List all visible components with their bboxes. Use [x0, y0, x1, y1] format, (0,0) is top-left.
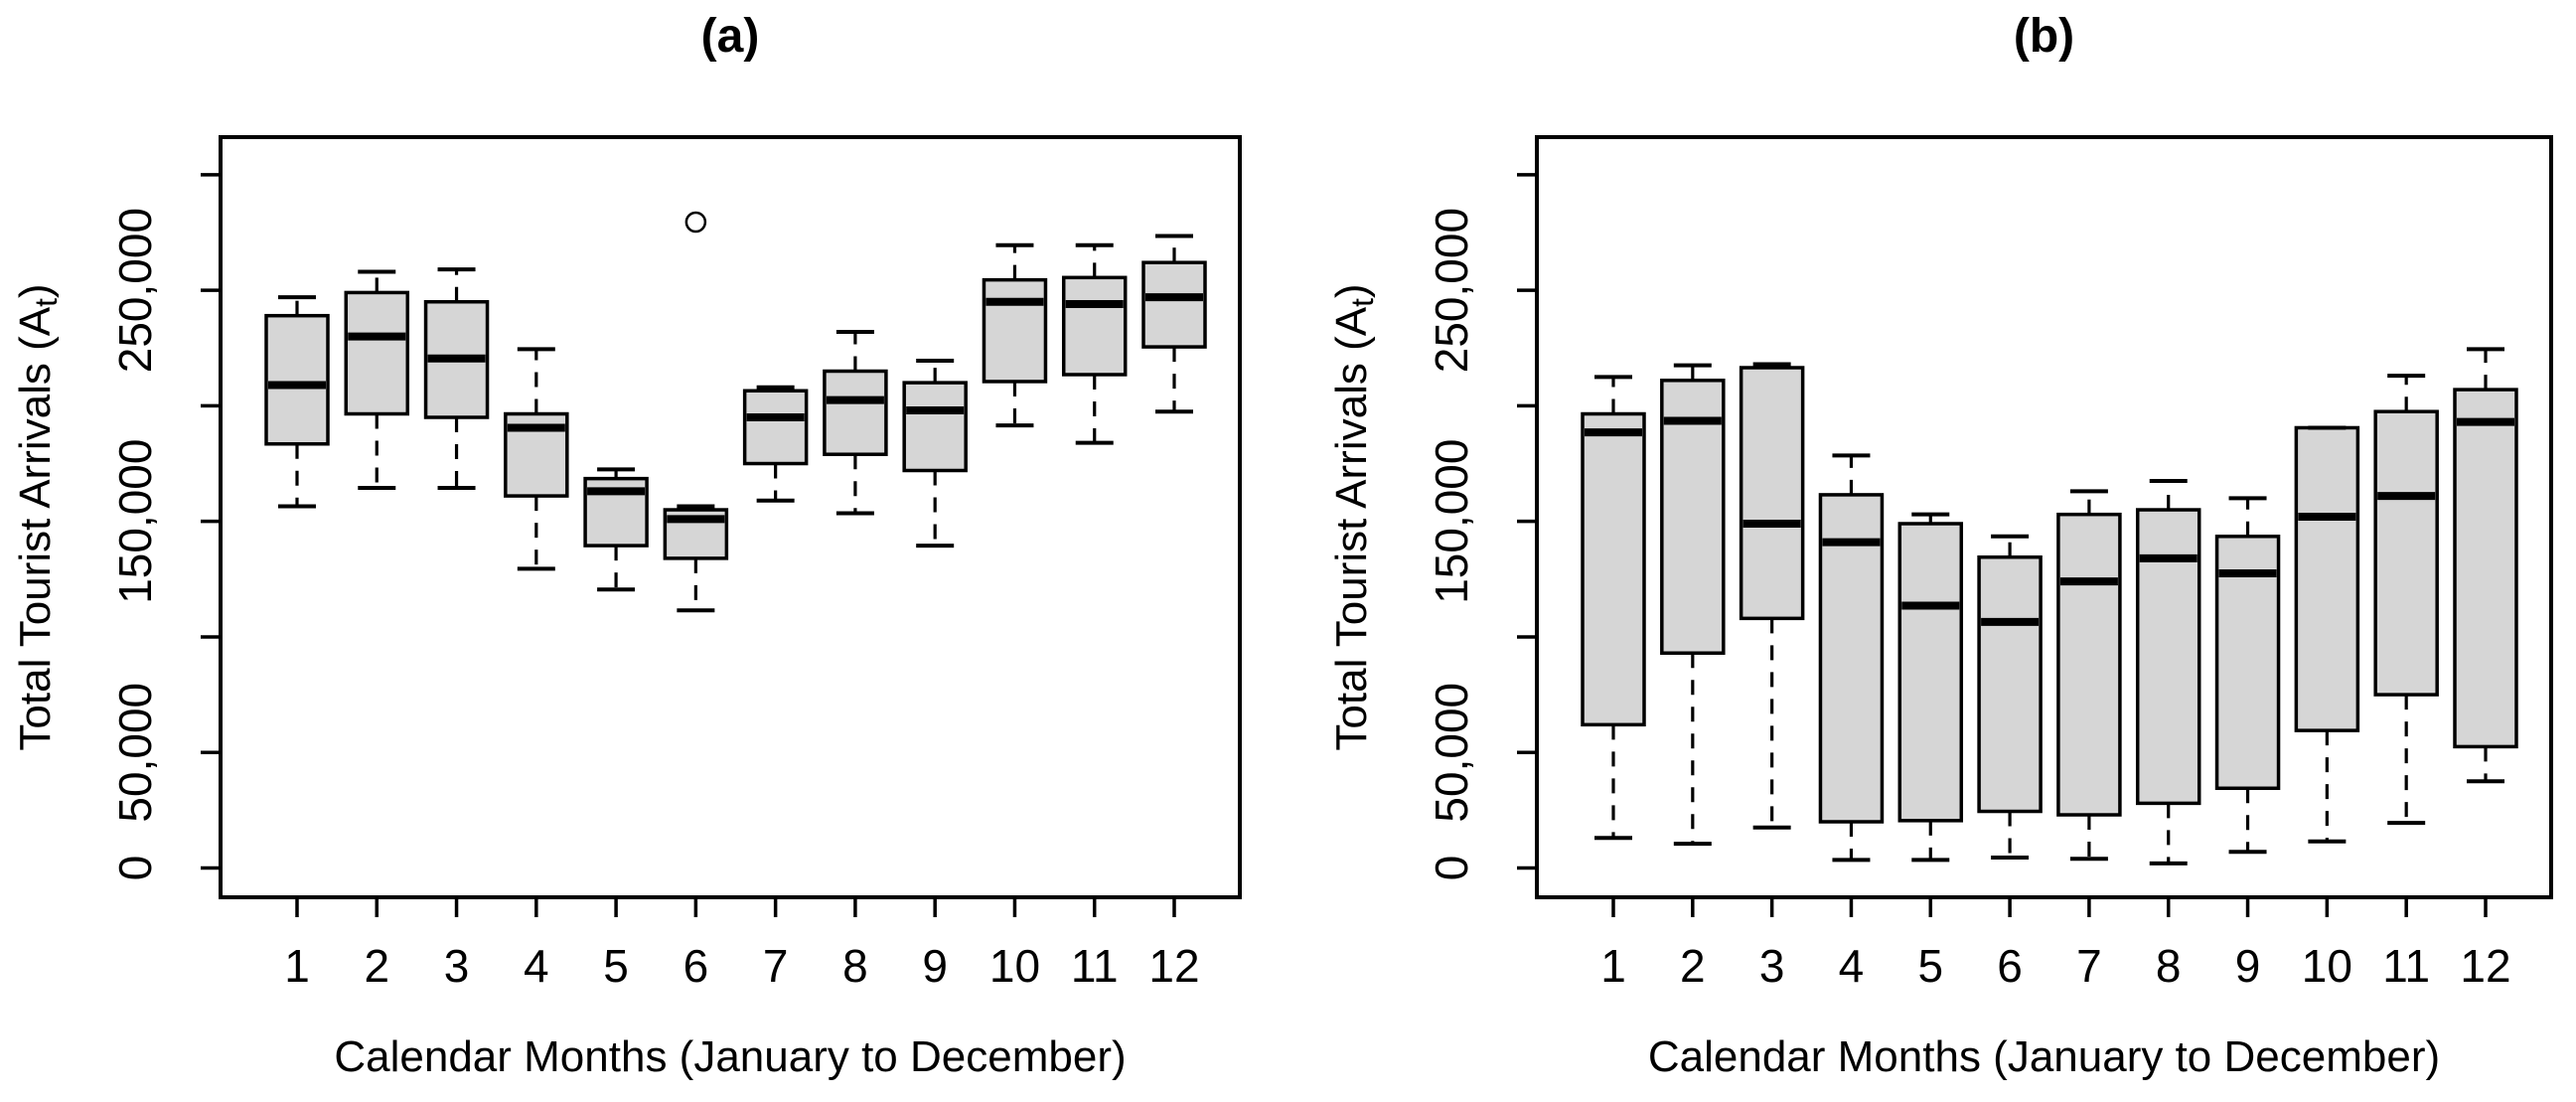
x-tick-label: 6 [683, 940, 709, 992]
y-tick-label: 150,000 [109, 439, 161, 604]
iqr-box [1141, 260, 1207, 349]
y-tick-label: 0 [109, 856, 161, 881]
iqr-box [823, 369, 888, 456]
y-axis-title-text: Total Tourist Arrivals (A [1327, 306, 1376, 750]
iqr-box [1897, 522, 1964, 823]
x-tick-label: 4 [1839, 940, 1865, 992]
y-tick-label: 50,000 [1426, 683, 1477, 823]
y-axis-title-subscript: t [28, 298, 64, 307]
y-tick-label: 150,000 [1426, 439, 1477, 604]
iqr-box [1061, 275, 1128, 377]
y-tick-label: 50,000 [109, 683, 161, 823]
y-axis-title-close: ) [11, 283, 60, 298]
x-tick-label: 9 [2235, 940, 2261, 992]
iqr-box [1977, 554, 2043, 814]
x-tick-label: 7 [2076, 940, 2102, 992]
y-tick-label: 250,000 [109, 208, 161, 373]
x-tick-label: 4 [524, 940, 549, 992]
iqr-box [2214, 535, 2281, 791]
y-tick-label: 0 [1426, 856, 1477, 881]
y-axis-title: Total Tourist Arrivals (At) [1327, 283, 1380, 750]
x-tick-label: 12 [2460, 940, 2510, 992]
x-tick-label: 9 [922, 940, 948, 992]
x-tick-label: 5 [603, 940, 629, 992]
x-tick-label: 12 [1148, 940, 1199, 992]
panel-title: (a) [701, 10, 760, 63]
y-axis-title-text: Total Tourist Arrivals (A [11, 306, 60, 750]
x-axis-title: Calendar Months (January to December) [334, 1032, 1126, 1081]
x-tick-label: 2 [1680, 940, 1706, 992]
x-tick-label: 2 [364, 940, 389, 992]
x-tick-label: 11 [2382, 940, 2430, 992]
iqr-box [264, 313, 330, 446]
iqr-box [344, 290, 410, 416]
iqr-box [742, 389, 809, 466]
x-tick-label: 8 [842, 940, 868, 992]
y-tick-label: 250,000 [1426, 208, 1477, 373]
x-tick-label: 1 [284, 940, 310, 992]
iqr-box [1581, 411, 1646, 727]
outlier-point [684, 211, 707, 234]
iqr-box [1818, 493, 1885, 824]
plot-border [1535, 135, 2553, 899]
x-axis-title: Calendar Months (January to December) [1648, 1032, 2440, 1081]
x-tick-label: 5 [1917, 940, 1943, 992]
iqr-box [2294, 425, 2360, 732]
iqr-box [902, 381, 968, 473]
iqr-box [2135, 508, 2201, 806]
iqr-box [982, 277, 1048, 384]
iqr-box [2453, 388, 2518, 749]
iqr-box [1739, 366, 1805, 621]
iqr-box [1660, 379, 1726, 655]
x-tick-label: 3 [444, 940, 470, 992]
y-axis-title-close: ) [1327, 283, 1376, 298]
iqr-box [2373, 409, 2439, 697]
panel-title: (b) [2014, 10, 2074, 63]
y-axis-title-subscript: t [1344, 298, 1380, 307]
x-tick-label: 10 [2302, 940, 2352, 992]
x-tick-label: 8 [2156, 940, 2182, 992]
x-tick-label: 3 [1759, 940, 1785, 992]
x-tick-label: 10 [989, 940, 1040, 992]
iqr-box [2056, 512, 2122, 817]
plot-border [219, 135, 1242, 899]
x-tick-label: 6 [1997, 940, 2023, 992]
y-axis-title: Total Tourist Arrivals (At) [11, 283, 64, 750]
x-tick-label: 11 [1071, 940, 1119, 992]
x-tick-label: 7 [763, 940, 789, 992]
x-tick-label: 1 [1600, 940, 1626, 992]
